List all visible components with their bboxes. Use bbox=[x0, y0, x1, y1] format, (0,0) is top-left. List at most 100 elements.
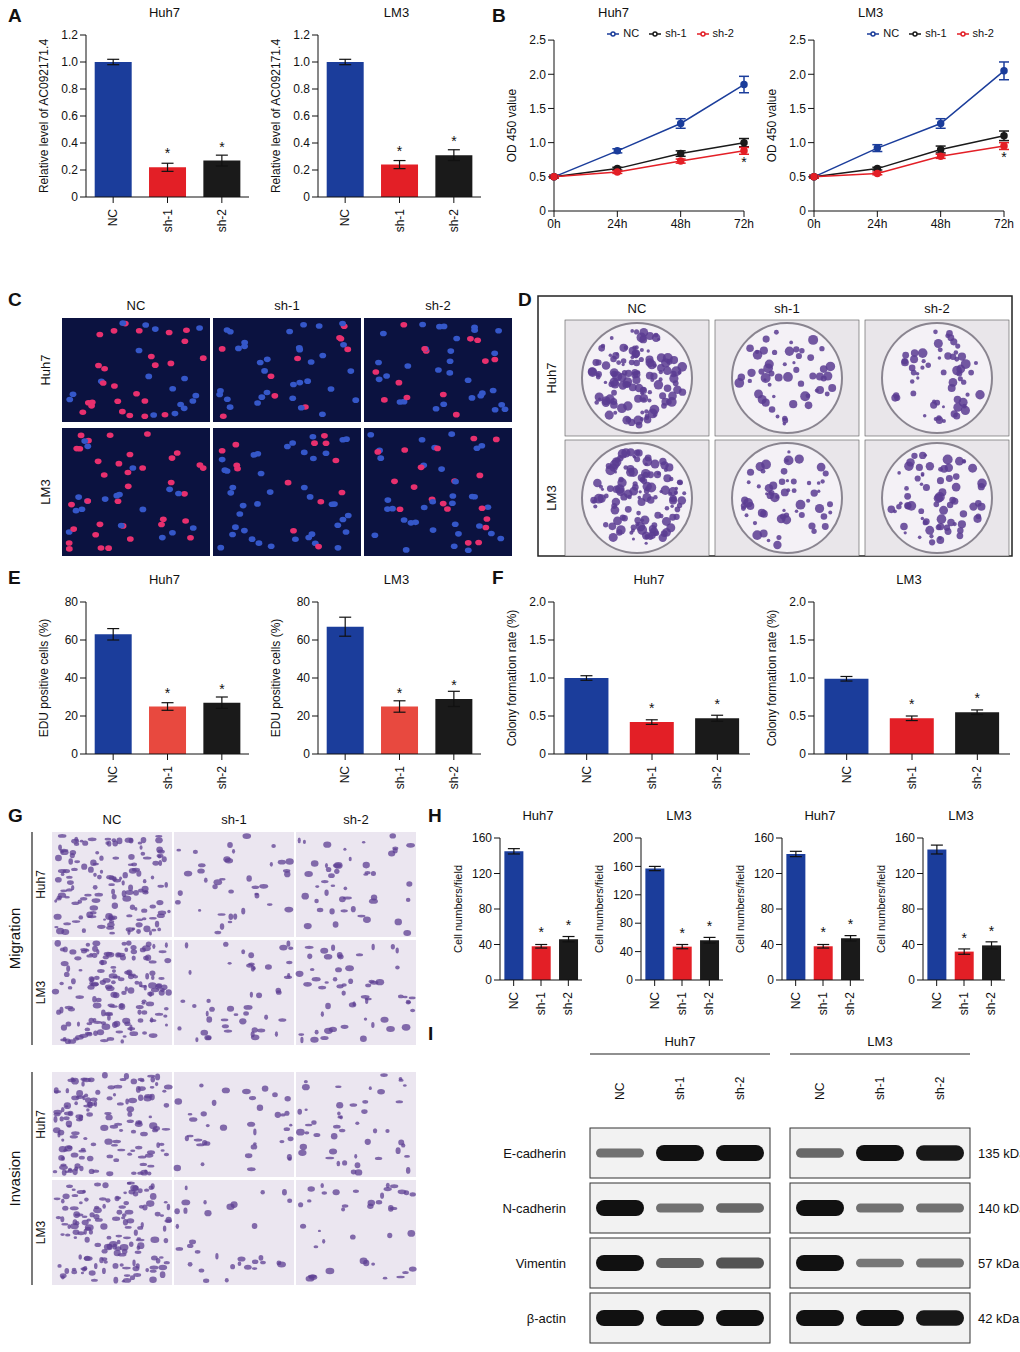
svg-text:*: * bbox=[397, 685, 403, 701]
svg-text:1.5: 1.5 bbox=[529, 102, 546, 116]
svg-text:0: 0 bbox=[303, 747, 310, 761]
svg-text:Colony formation rate (%): Colony formation rate (%) bbox=[505, 610, 519, 747]
svg-text:40: 40 bbox=[65, 671, 79, 685]
svg-text:80: 80 bbox=[761, 902, 775, 916]
svg-text:160: 160 bbox=[472, 831, 492, 845]
svg-text:0.6: 0.6 bbox=[293, 109, 310, 123]
svg-text:*: * bbox=[451, 133, 457, 149]
svg-text:NC: NC bbox=[628, 301, 647, 316]
svg-text:sh-1: sh-1 bbox=[905, 766, 919, 790]
svg-text:Migration: Migration bbox=[8, 908, 23, 970]
svg-text:40: 40 bbox=[620, 945, 634, 959]
svg-text:LM3: LM3 bbox=[38, 479, 53, 504]
svg-text:sh-1: sh-1 bbox=[161, 766, 175, 790]
svg-text:2.5: 2.5 bbox=[529, 33, 546, 47]
svg-text:0.5: 0.5 bbox=[789, 170, 806, 184]
svg-text:sh-2: sh-2 bbox=[984, 992, 998, 1016]
svg-text:48h: 48h bbox=[671, 217, 691, 231]
svg-text:120: 120 bbox=[754, 867, 774, 881]
svg-text:1.5: 1.5 bbox=[789, 633, 806, 647]
svg-text:sh-2: sh-2 bbox=[343, 812, 368, 827]
svg-text:80: 80 bbox=[297, 595, 311, 609]
svg-text:1.0: 1.0 bbox=[293, 55, 310, 69]
svg-text:sh-1: sh-1 bbox=[393, 766, 407, 790]
svg-text:0.2: 0.2 bbox=[61, 163, 78, 177]
svg-text:sh-2: sh-2 bbox=[733, 1076, 747, 1100]
svg-text:Huh7: Huh7 bbox=[34, 1110, 48, 1139]
svg-text:Huh7: Huh7 bbox=[38, 354, 53, 385]
svg-text:0: 0 bbox=[539, 204, 546, 218]
svg-text:sh-2: sh-2 bbox=[447, 209, 461, 233]
svg-text:sh-1: sh-1 bbox=[816, 992, 830, 1016]
svg-text:sh-2: sh-2 bbox=[215, 766, 229, 790]
svg-text:Relative level of AC092171.4: Relative level of AC092171.4 bbox=[37, 39, 51, 193]
svg-text:EDU positive cells (%): EDU positive cells (%) bbox=[269, 619, 283, 738]
svg-text:0.5: 0.5 bbox=[789, 709, 806, 723]
svg-text:0h: 0h bbox=[807, 217, 820, 231]
svg-text:sh-1: sh-1 bbox=[957, 992, 971, 1016]
svg-text:72h: 72h bbox=[994, 217, 1012, 231]
svg-text:Cell numbers/field: Cell numbers/field bbox=[452, 865, 464, 953]
svg-text:0.5: 0.5 bbox=[529, 170, 546, 184]
svg-text:NC: NC bbox=[338, 209, 352, 227]
svg-text:OD 450 value: OD 450 value bbox=[765, 89, 779, 163]
svg-text:NC: NC bbox=[840, 766, 854, 784]
svg-text:sh-2: sh-2 bbox=[702, 992, 716, 1016]
svg-text:1.0: 1.0 bbox=[61, 55, 78, 69]
svg-text:20: 20 bbox=[65, 709, 79, 723]
svg-text:1.2: 1.2 bbox=[61, 28, 78, 42]
svg-text:1.0: 1.0 bbox=[789, 671, 806, 685]
svg-text:*: * bbox=[566, 917, 572, 933]
svg-text:sh-2: sh-2 bbox=[933, 1076, 947, 1100]
svg-text:*: * bbox=[820, 924, 826, 940]
svg-text:*: * bbox=[679, 925, 685, 941]
svg-text:*: * bbox=[219, 139, 225, 155]
svg-text:EDU positive cells (%): EDU positive cells (%) bbox=[37, 619, 51, 738]
svg-text:0: 0 bbox=[767, 973, 774, 987]
svg-text:A: A bbox=[8, 5, 22, 26]
svg-text:N-cadherin: N-cadherin bbox=[502, 1201, 566, 1216]
svg-text:sh-2: sh-2 bbox=[970, 766, 984, 790]
svg-text:0.4: 0.4 bbox=[293, 136, 310, 150]
svg-text:80: 80 bbox=[479, 902, 493, 916]
svg-text:0.8: 0.8 bbox=[61, 82, 78, 96]
svg-text:24h: 24h bbox=[867, 217, 887, 231]
svg-text:*: * bbox=[714, 696, 720, 712]
svg-text:Vimentin: Vimentin bbox=[516, 1256, 566, 1271]
svg-text:57 kDa: 57 kDa bbox=[978, 1256, 1012, 1271]
svg-text:48h: 48h bbox=[931, 217, 951, 231]
svg-text:0: 0 bbox=[71, 747, 78, 761]
svg-text:F: F bbox=[492, 567, 504, 588]
svg-text:sh-2: sh-2 bbox=[447, 766, 461, 790]
svg-text:LM3: LM3 bbox=[34, 1221, 48, 1245]
svg-text:LM3: LM3 bbox=[867, 1034, 892, 1049]
svg-text:Relative level of AC092171.4: Relative level of AC092171.4 bbox=[269, 39, 283, 193]
svg-text:40: 40 bbox=[902, 938, 916, 952]
svg-text:1.5: 1.5 bbox=[529, 633, 546, 647]
svg-text:NC: NC bbox=[580, 766, 594, 784]
svg-text:sh-1: sh-1 bbox=[534, 992, 548, 1016]
svg-text:80: 80 bbox=[902, 902, 916, 916]
svg-text:1.2: 1.2 bbox=[293, 28, 310, 42]
svg-text:Cell numbers/field: Cell numbers/field bbox=[734, 865, 746, 953]
svg-text:LM3: LM3 bbox=[544, 485, 559, 510]
svg-text:20: 20 bbox=[297, 709, 311, 723]
svg-text:0.6: 0.6 bbox=[61, 109, 78, 123]
svg-text:*: * bbox=[961, 930, 967, 946]
svg-text:sh-2: sh-2 bbox=[215, 209, 229, 233]
svg-text:NC: NC bbox=[106, 209, 120, 227]
svg-text:D: D bbox=[518, 289, 532, 310]
svg-text:sh-1: sh-1 bbox=[673, 1076, 687, 1100]
svg-text:0.5: 0.5 bbox=[529, 709, 546, 723]
svg-text:0: 0 bbox=[539, 747, 546, 761]
svg-text:Huh7: Huh7 bbox=[34, 870, 48, 899]
svg-text:*: * bbox=[397, 143, 403, 159]
svg-text:160: 160 bbox=[895, 831, 915, 845]
svg-text:NC: NC bbox=[613, 1082, 627, 1100]
svg-text:160: 160 bbox=[754, 831, 774, 845]
svg-text:sh-1: sh-1 bbox=[645, 766, 659, 790]
svg-text:sh-1: sh-1 bbox=[221, 812, 246, 827]
svg-text:*: * bbox=[165, 145, 171, 161]
svg-text:Cell numbers/field: Cell numbers/field bbox=[875, 865, 887, 953]
svg-text:E-cadherin: E-cadherin bbox=[503, 1146, 566, 1161]
